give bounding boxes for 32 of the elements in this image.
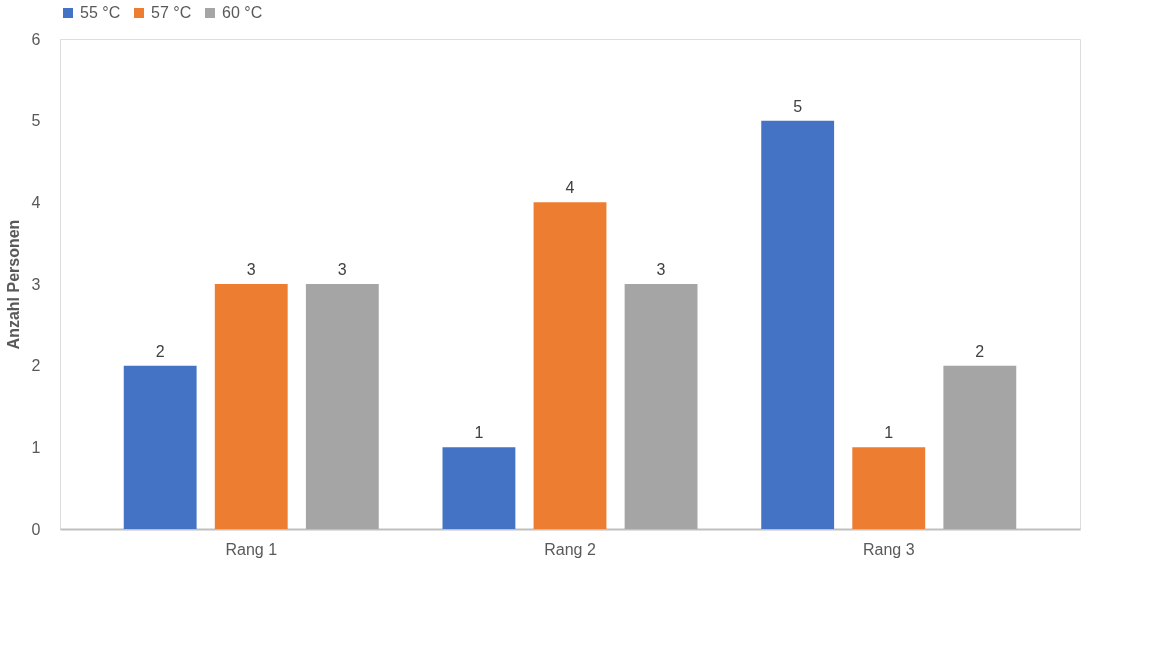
y-tick-label: 1: [31, 438, 41, 456]
data-label: 2: [975, 342, 985, 360]
legend-label: 55 °C: [80, 4, 121, 21]
data-label: 5: [793, 97, 803, 115]
legend-label: 60 °C: [222, 4, 263, 21]
y-tick-label: 2: [31, 357, 41, 375]
bar: [123, 365, 197, 529]
y-axis-title: Anzahl Personen: [4, 219, 22, 350]
data-label: 4: [565, 179, 575, 197]
legend-label: 57 °C: [151, 4, 192, 21]
data-label: 3: [337, 261, 347, 278]
data-label: 3: [656, 261, 666, 278]
data-label: 2: [155, 342, 165, 360]
y-tick-label: 6: [31, 30, 41, 48]
y-tick-label: 4: [31, 193, 41, 211]
y-tick-label: 3: [31, 275, 41, 293]
data-label: 1: [474, 424, 484, 442]
y-tick-label: 0: [31, 520, 41, 538]
bar: [214, 284, 288, 529]
bar: [305, 284, 379, 529]
y-tick-label: 5: [31, 112, 41, 130]
bar: [761, 120, 835, 529]
x-tick-label: Rang 1: [225, 540, 278, 558]
bar: [533, 202, 607, 529]
data-label: 3: [246, 261, 256, 278]
bar: [943, 365, 1017, 529]
data-label: 1: [884, 424, 894, 442]
bar: [624, 284, 698, 529]
x-tick-label: Rang 2: [544, 540, 596, 558]
x-tick-label: Rang 3: [862, 540, 915, 558]
bar: [442, 447, 516, 529]
bar: [852, 447, 926, 529]
